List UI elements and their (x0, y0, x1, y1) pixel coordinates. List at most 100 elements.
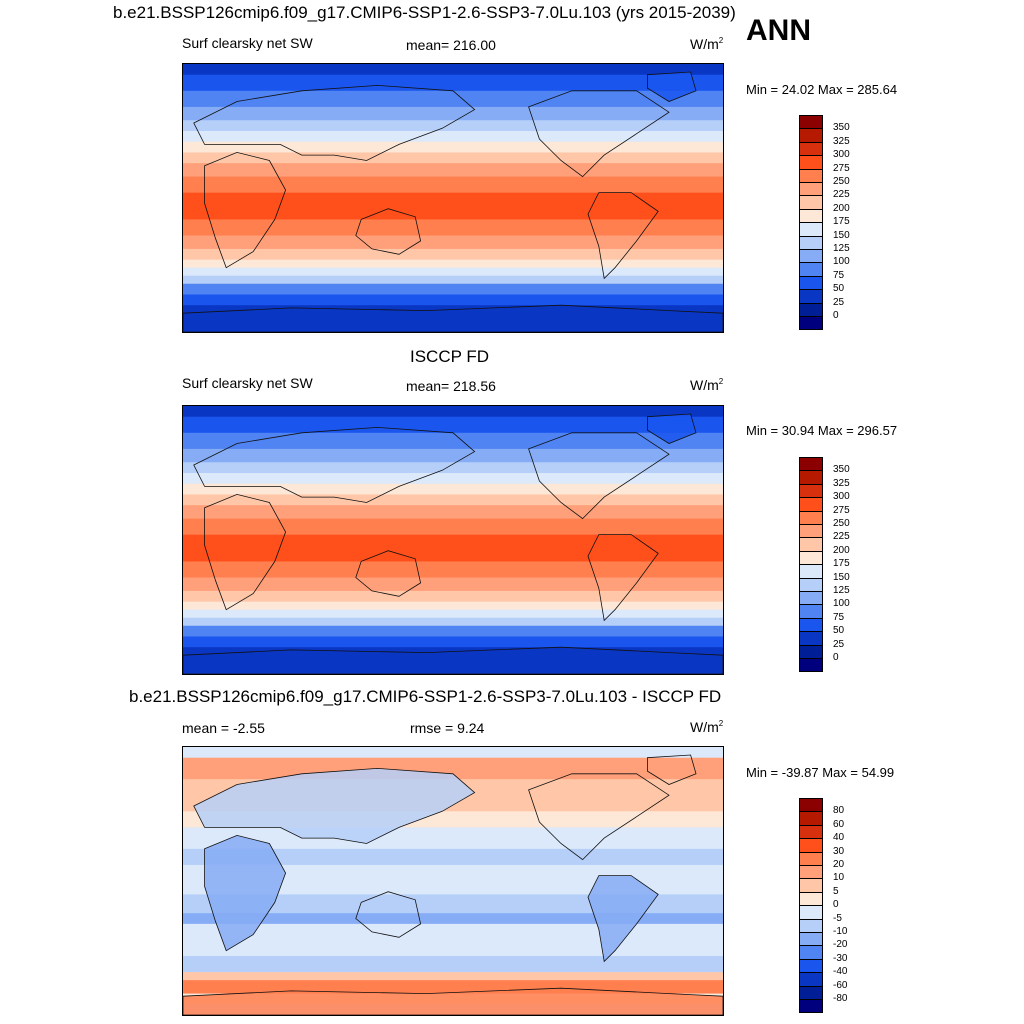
coastline (193, 426, 476, 503)
contour-band (183, 894, 723, 914)
contour-band (183, 235, 723, 250)
contour-band (183, 294, 723, 306)
colorbar-swatch (799, 865, 823, 880)
contour-band (183, 152, 723, 164)
colorbar-swatch (799, 798, 823, 813)
coastline (193, 767, 476, 844)
colorbar-label: 250 (833, 176, 850, 187)
panel-1-min-max: Min = 24.02 Max = 285.64 (746, 82, 898, 97)
coastline (587, 875, 659, 963)
coastline (528, 773, 670, 861)
colorbar-swatch (799, 470, 823, 485)
coastline (183, 304, 723, 332)
contour-band (183, 259, 723, 269)
colorbar-swatch (799, 958, 823, 974)
contour-band (183, 416, 723, 434)
contour-band (183, 483, 723, 495)
panel-1-map (182, 63, 724, 333)
colorbar-swatch (799, 617, 823, 633)
colorbar-swatch (799, 155, 823, 170)
coastline (587, 534, 659, 622)
colorbar-label: 250 (833, 518, 850, 529)
colorbar-swatch (799, 275, 823, 291)
colorbar-swatch (799, 497, 823, 512)
colorbar-label: -40 (833, 966, 848, 978)
coastline (646, 71, 697, 102)
panel-2-units: W/m2 (690, 377, 724, 393)
coastline (204, 493, 287, 611)
colorbar-swatch (799, 591, 823, 606)
colorbar-label: 125 (833, 243, 850, 254)
colorbar-swatch (799, 537, 823, 552)
contour-band (183, 972, 723, 981)
panel-3-rmse-label: rmse = 9.24 (410, 720, 485, 736)
contour-band (183, 848, 723, 866)
colorbar-label: 350 (833, 122, 850, 134)
contour-band (183, 601, 723, 611)
contour-band (183, 176, 723, 194)
colorbar-label: 60 (833, 818, 845, 830)
colorbar-swatch (799, 457, 823, 472)
colorbar-swatch (799, 483, 823, 499)
contour-band (183, 473, 723, 485)
contour-band (183, 913, 723, 925)
colorbar-swatch (799, 302, 823, 317)
colorbar-label: 175 (833, 216, 850, 228)
colorbar-swatch (799, 838, 823, 853)
contour-band (183, 90, 723, 108)
colorbar-label: 100 (833, 256, 850, 268)
colorbar-label: 325 (833, 135, 850, 147)
contour-band (183, 141, 723, 153)
colorbar-label: -5 (833, 912, 842, 924)
figure-title: b.e21.BSSP126cmip6.f09_g17.CMIP6-SSP1-2.… (113, 3, 736, 22)
contour-band (183, 494, 723, 506)
coastline (183, 987, 723, 1015)
colorbar-label: 25 (833, 638, 845, 650)
panel-2-mean-label: mean= 218.56 (406, 378, 496, 394)
colorbar-swatch (799, 524, 823, 539)
panel-3-units: W/m2 (690, 719, 724, 735)
colorbar-swatch (799, 235, 823, 250)
colorbar-swatch (799, 564, 823, 579)
colorbar-label: 150 (833, 571, 850, 583)
panel-2-min-max: Min = 30.94 Max = 296.57 (746, 423, 898, 438)
colorbar-label: 0 (833, 652, 839, 663)
panel-2-map (182, 405, 724, 675)
colorbar-label: 150 (833, 229, 850, 241)
map-field (183, 747, 723, 1015)
colorbar-swatch (799, 658, 823, 673)
coastline (528, 432, 670, 520)
contour-band (183, 505, 723, 520)
coastline (193, 84, 476, 161)
colorbar-label: 50 (833, 283, 845, 295)
panel-3-map (182, 746, 724, 1016)
colorbar-label: 100 (833, 598, 850, 610)
colorbar-swatch (799, 141, 823, 157)
colorbar-swatch (799, 168, 823, 183)
colorbar-label: 10 (833, 872, 845, 884)
colorbar-label: 325 (833, 477, 850, 489)
contour-band (183, 625, 723, 637)
colorbar-label: 0 (833, 899, 839, 911)
colorbar-swatch (799, 905, 823, 920)
colorbar-swatch (799, 208, 823, 224)
colorbar-swatch (799, 222, 823, 237)
panel-1-mean-label: mean= 216.00 (406, 37, 496, 53)
colorbar-swatch (799, 851, 823, 866)
colorbar-label: 275 (833, 162, 850, 174)
contour-band (183, 283, 723, 295)
contour-band (183, 219, 723, 237)
colorbar-swatch (799, 811, 823, 826)
colorbar-swatch (799, 577, 823, 592)
colorbar-swatch (799, 999, 823, 1014)
colorbar-label: 300 (833, 149, 850, 161)
colorbar-label: 200 (833, 202, 850, 214)
colorbar-swatch (799, 985, 823, 1000)
colorbar-swatch (799, 289, 823, 304)
colorbar-label: -10 (833, 926, 848, 937)
colorbar-label: 5 (833, 885, 839, 897)
colorbar-swatch (799, 878, 823, 893)
colorbar-label: 225 (833, 189, 850, 201)
coastline (204, 834, 287, 952)
colorbar-swatch (799, 262, 823, 277)
